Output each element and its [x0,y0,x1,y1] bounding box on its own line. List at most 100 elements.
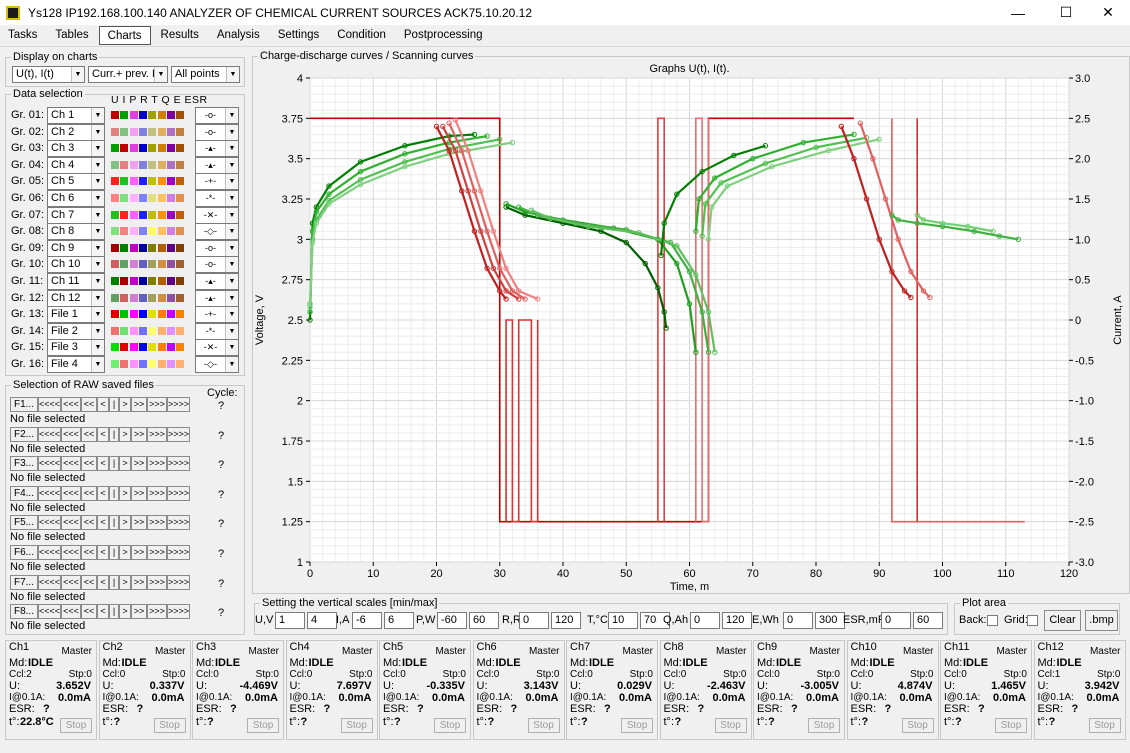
series-color-swatch[interactable] [138,293,147,302]
series-color-swatch[interactable] [166,194,175,202]
marker-style-select[interactable]: -*- ▼ [195,322,239,340]
series-color-swatch[interactable] [157,210,166,219]
series-color-swatch[interactable] [166,360,175,368]
scale-max-input[interactable]: 300 [815,612,845,629]
marker-style-select[interactable]: -▴- ▼ [195,140,239,158]
series-color-swatch[interactable] [157,360,166,368]
channel-select[interactable]: Ch 8 ▼ [47,223,105,241]
file-nav-button[interactable]: << [81,574,97,590]
tab-condition[interactable]: Condition [337,29,386,41]
file-nav-button[interactable]: <<<< [38,485,61,501]
file-nav-button[interactable]: <<< [61,485,81,501]
series-color-swatch[interactable] [176,127,185,136]
series-color-swatch[interactable] [138,326,147,335]
series-color-swatch[interactable] [129,293,138,302]
file-open-button[interactable]: F5... [10,515,38,531]
series-color-swatch[interactable] [120,111,129,119]
series-color-swatch[interactable] [138,177,147,186]
series-color-swatch[interactable] [129,360,138,368]
series-color-swatch[interactable] [148,194,157,202]
file-nav-button[interactable]: >>> [147,397,167,412]
series-color-swatch[interactable] [111,243,119,252]
file-nav-button[interactable]: >>> [147,574,167,590]
series-color-swatch[interactable] [111,277,119,285]
file-nav-button[interactable]: >>> [147,485,167,501]
stop-button[interactable]: Stop [714,718,747,733]
series-color-swatch[interactable] [120,160,129,169]
series-color-swatch[interactable] [166,177,175,186]
file-nav-button[interactable]: << [81,515,97,531]
series-color-swatch[interactable] [166,111,175,119]
series-color-swatch[interactable] [129,144,138,153]
series-color-swatch[interactable] [129,310,138,319]
series-color-swatch[interactable] [176,277,185,285]
series-color-swatch[interactable] [120,310,129,319]
series-color-swatch[interactable] [129,260,138,269]
marker-style-select[interactable]: -◇- ▼ [195,356,239,373]
file-nav-button[interactable]: >>> [147,456,167,472]
file-nav-button[interactable]: | [109,515,119,531]
chart-type-select[interactable]: U(t), I(t) ▼ [12,66,85,83]
stop-button[interactable]: Stop [808,718,840,733]
stop-button[interactable]: Stop [621,718,653,733]
file-nav-button[interactable]: >>> [147,545,167,560]
channel-select[interactable]: File 4 ▼ [47,356,105,373]
series-color-swatch[interactable] [120,177,129,186]
file-nav-button[interactable]: >> [131,456,147,472]
file-nav-button[interactable]: < [97,456,109,472]
series-color-swatch[interactable] [157,194,166,202]
series-color-swatch[interactable] [138,260,147,269]
file-nav-button[interactable]: >>>> [167,604,190,620]
series-color-swatch[interactable] [129,227,138,236]
series-color-swatch[interactable] [176,144,185,153]
series-color-swatch[interactable] [166,210,175,219]
channel-select[interactable]: Ch 10 ▼ [47,256,105,274]
series-color-swatch[interactable] [138,210,147,219]
marker-style-select[interactable]: -◇- ▼ [195,223,239,241]
series-color-swatch[interactable] [157,227,166,236]
series-color-swatch[interactable] [138,127,147,136]
series-color-swatch[interactable] [120,360,129,368]
series-color-swatch[interactable] [129,111,138,119]
file-nav-button[interactable]: <<<< [38,426,61,442]
channel-select[interactable]: Ch 11 ▼ [47,273,105,290]
series-color-swatch[interactable] [111,326,119,335]
series-color-swatch[interactable] [129,160,138,169]
series-color-swatch[interactable] [111,111,119,119]
series-color-swatch[interactable] [111,194,119,202]
file-nav-button[interactable]: <<< [61,574,81,590]
series-color-swatch[interactable] [138,194,147,202]
file-nav-button[interactable]: << [81,426,97,442]
marker-style-select[interactable]: -✕- ▼ [195,206,239,224]
channel-select[interactable]: Ch 7 ▼ [47,206,105,224]
series-color-swatch[interactable] [120,243,129,252]
series-color-swatch[interactable] [148,310,157,319]
series-color-swatch[interactable] [157,243,166,252]
series-color-swatch[interactable] [111,177,119,186]
channel-select[interactable]: Ch 12 ▼ [47,289,105,307]
marker-style-select[interactable]: -✕- ▼ [195,339,239,357]
stop-button[interactable]: Stop [527,718,560,733]
file-nav-button[interactable]: > [119,485,131,501]
series-color-swatch[interactable] [120,326,129,335]
file-nav-button[interactable]: >>> [147,515,167,531]
series-color-swatch[interactable] [148,360,157,368]
series-color-swatch[interactable] [157,177,166,186]
file-nav-button[interactable]: | [109,604,119,620]
channel-select[interactable]: Ch 1 ▼ [47,107,105,124]
series-color-swatch[interactable] [138,343,147,352]
bmp-button[interactable]: .bmp [1085,610,1118,631]
file-nav-button[interactable]: <<<< [38,456,61,472]
file-nav-button[interactable]: << [81,604,97,620]
file-nav-button[interactable]: | [109,397,119,412]
series-color-swatch[interactable] [111,210,119,219]
series-color-swatch[interactable] [120,343,129,352]
series-color-swatch[interactable] [157,127,166,136]
series-color-swatch[interactable] [111,343,119,352]
stop-button[interactable]: Stop [434,718,466,733]
series-color-swatch[interactable] [111,360,119,368]
tab-tables[interactable]: Tables [55,29,89,41]
file-nav-button[interactable]: > [119,397,131,412]
series-color-swatch[interactable] [111,144,119,153]
file-nav-button[interactable]: >> [131,426,147,442]
